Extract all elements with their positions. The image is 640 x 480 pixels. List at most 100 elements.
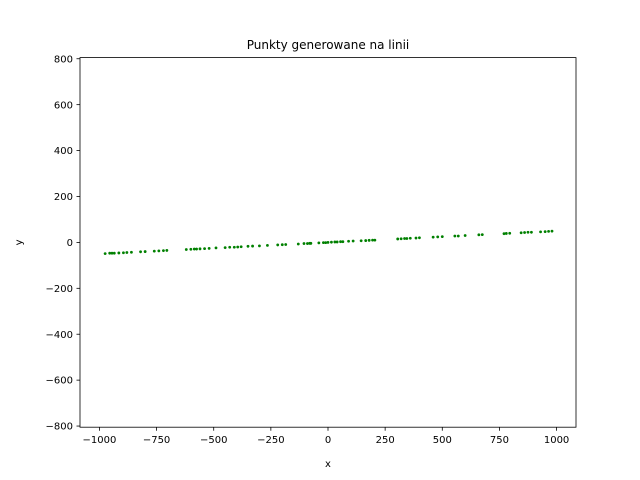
data-point — [431, 235, 435, 239]
y-axis-label: y — [14, 239, 25, 245]
x-tick-label: −500 — [200, 435, 227, 446]
data-point — [414, 236, 418, 240]
data-point — [317, 241, 321, 245]
data-point — [371, 238, 374, 242]
data-point — [284, 243, 288, 246]
data-point — [258, 244, 261, 248]
data-point — [122, 251, 125, 255]
data-point — [110, 251, 114, 255]
y-tick-label: 200 — [54, 192, 73, 203]
data-point — [333, 240, 337, 244]
data-point — [236, 245, 240, 249]
y-tick-label: −800 — [46, 422, 73, 433]
data-point — [436, 235, 440, 239]
data-point — [103, 252, 107, 256]
x-tick-label: 1000 — [544, 435, 569, 446]
data-point — [195, 247, 198, 251]
data-point — [108, 251, 112, 255]
data-point — [405, 237, 409, 240]
data-point — [306, 242, 309, 245]
data-point — [330, 240, 333, 244]
data-point — [359, 239, 363, 243]
x-tick-label: −250 — [257, 435, 284, 446]
y-tick-label: 800 — [54, 54, 73, 65]
data-point — [302, 242, 306, 245]
chart-title: Punkty generowane na linii — [247, 38, 410, 52]
y-tick-label: 400 — [54, 146, 73, 157]
data-point — [347, 239, 350, 243]
data-point — [530, 230, 533, 234]
x-tick-label: 750 — [490, 435, 509, 446]
data-point — [526, 230, 530, 234]
x-tick-label: −750 — [143, 435, 170, 446]
y-tick-label: 0 — [67, 238, 73, 249]
x-tick-label: 500 — [433, 435, 452, 446]
data-point — [189, 247, 193, 251]
data-point — [214, 246, 218, 250]
data-point — [502, 232, 506, 236]
data-point — [192, 247, 196, 251]
data-point — [539, 230, 542, 234]
data-point — [508, 231, 512, 235]
data-point — [280, 243, 284, 247]
data-point — [322, 241, 325, 245]
data-point — [228, 245, 232, 249]
data-point — [152, 249, 156, 253]
data-point — [351, 239, 355, 243]
data-point — [335, 240, 339, 244]
y-tick-label: −600 — [46, 376, 73, 387]
data-point — [463, 234, 467, 237]
data-point — [184, 248, 188, 251]
data-point — [456, 234, 460, 238]
y-tick-label: −400 — [46, 330, 73, 341]
data-point — [418, 236, 421, 240]
data-point — [130, 250, 133, 254]
data-point — [117, 251, 121, 255]
data-point — [440, 235, 444, 239]
data-point — [246, 244, 250, 248]
data-point — [543, 230, 547, 234]
data-point — [519, 231, 523, 235]
data-point — [309, 241, 313, 245]
data-point — [396, 237, 400, 241]
data-point — [139, 250, 142, 254]
data-point — [403, 237, 406, 240]
data-point — [157, 249, 161, 253]
data-point — [207, 246, 211, 250]
data-point — [162, 249, 165, 253]
x-tick-label: 0 — [325, 435, 331, 446]
data-point — [477, 233, 481, 237]
data-point — [143, 250, 147, 253]
data-point — [504, 232, 508, 235]
x-axis-label: x — [325, 459, 331, 470]
y-tick-label: −200 — [46, 284, 73, 295]
data-point — [324, 241, 328, 245]
data-point — [198, 247, 202, 251]
x-tick-label: 250 — [376, 435, 395, 446]
data-point — [203, 247, 206, 250]
data-point — [276, 243, 280, 247]
data-point — [373, 238, 377, 242]
data-point — [408, 236, 412, 240]
data-point — [364, 239, 368, 242]
data-point — [125, 251, 129, 254]
data-point — [232, 245, 236, 249]
data-point — [341, 240, 345, 244]
y-axis-ticks: −800 −600 −400 −200 0 200 400 600 800 — [46, 54, 80, 433]
data-point — [112, 251, 116, 255]
data-point — [547, 229, 550, 233]
data-point — [523, 231, 526, 234]
x-tick-label: −1000 — [83, 435, 117, 446]
data-point — [453, 234, 457, 238]
y-tick-label: 600 — [54, 100, 73, 111]
x-axis-ticks: −1000 −750 −500 −250 0 250 500 750 1000 — [83, 427, 569, 446]
data-points — [103, 229, 554, 256]
data-point — [239, 245, 243, 249]
data-point — [480, 233, 484, 236]
data-point — [165, 249, 169, 252]
data-point — [339, 240, 342, 244]
data-point — [550, 229, 554, 233]
data-point — [223, 246, 227, 250]
data-point — [367, 238, 371, 242]
